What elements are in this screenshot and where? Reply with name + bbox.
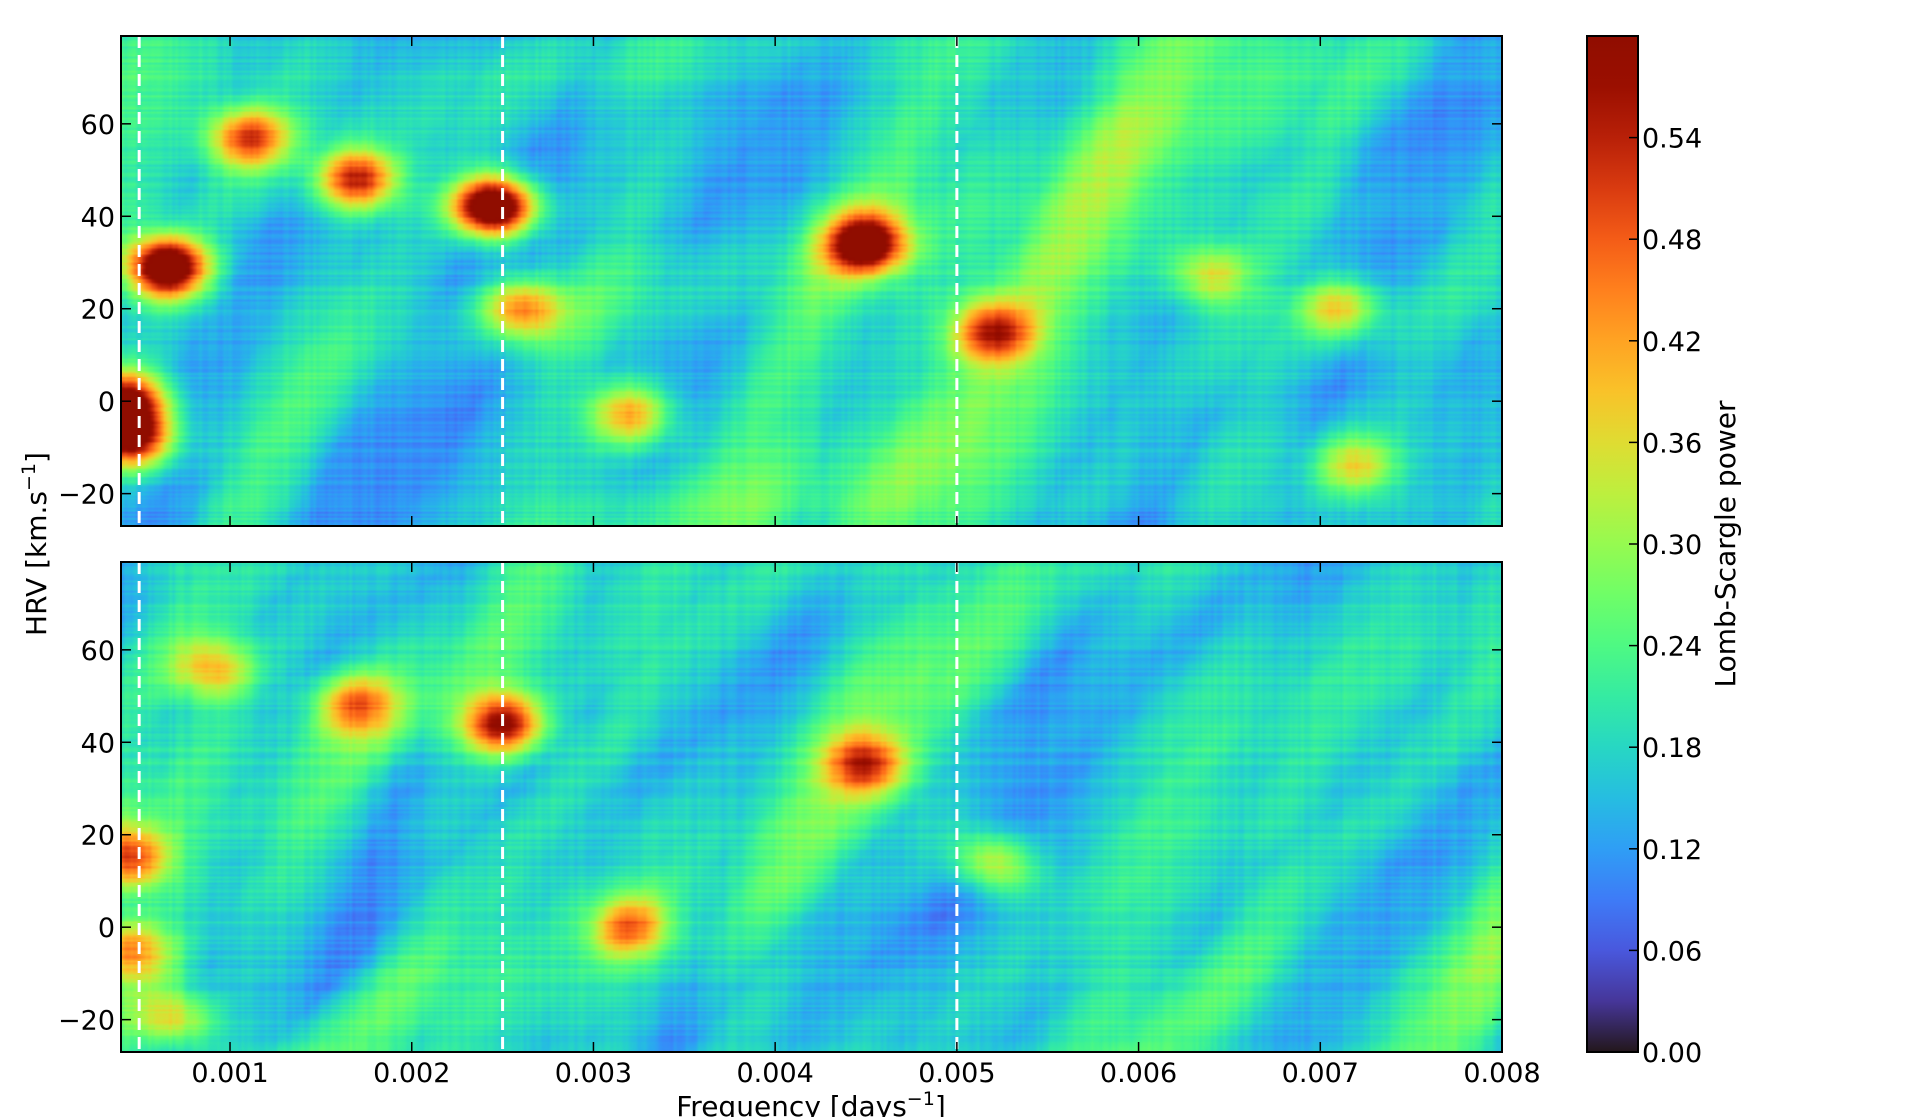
colorbar-tick-label: 0.00: [1642, 1038, 1702, 1069]
x-tick-label: 0.006: [1100, 1058, 1177, 1089]
top-frame: [120, 35, 1503, 527]
bottom-heatmap: [121, 562, 1502, 1052]
colorbar-ticks: 0.00 0.06 0.12 0.18 0.24 0.30 0.36 0.42 0.48 0.54: [1629, 124, 1702, 1069]
colorbar-tick-label: 0.48: [1642, 225, 1702, 256]
x-tick-label: 0.007: [1282, 1058, 1359, 1089]
bottom-dashed-lines: [137, 562, 959, 1052]
bottom-panel: 0.001 0.002 0.003 0.004 0.005 0.006 0.007 0.008…: [58, 561, 1541, 1089]
y-tick-label: 0: [98, 913, 115, 944]
colorbar-tick-label: 0.24: [1642, 632, 1702, 663]
colorbar-tick-label: 0.42: [1642, 327, 1702, 358]
colorbar-tick-label: 0.12: [1642, 835, 1702, 866]
x-tick-label: 0.005: [918, 1058, 995, 1089]
colorbar-tick-label: 0.30: [1642, 530, 1702, 561]
y-axis-label: HRV [km.s−1]: [18, 452, 53, 636]
y-tick-label: −20: [58, 480, 115, 511]
y-tick-label: 40: [81, 202, 115, 233]
bottom-frame: [120, 561, 1503, 1053]
x-tick-label: 0.003: [555, 1058, 632, 1089]
colorbar: 0.00 0.06 0.12 0.18 0.24 0.30 0.36 0.42 0.48 0.54…: [1586, 35, 1742, 1069]
y-tick-label: 40: [81, 728, 115, 759]
bottom-y-ticks: −20 0 20 40 60: [58, 636, 1502, 1037]
x-axis-label: Frequency [days−1]: [676, 1088, 946, 1117]
colorbar-label: Lomb-Scargle power: [1709, 400, 1742, 687]
x-tick-label: 0.002: [373, 1058, 450, 1089]
colorbar-tick-label: 0.18: [1642, 733, 1702, 764]
y-tick-label: 60: [81, 636, 115, 667]
x-tick-label: 0.004: [737, 1058, 814, 1089]
y-tick-label: −20: [58, 1006, 115, 1037]
y-tick-label: 0: [98, 387, 115, 418]
top-y-ticks: −20 0 20 40 60: [58, 110, 1502, 511]
colorbar-tick-label: 0.54: [1642, 124, 1702, 155]
y-tick-label: 20: [81, 821, 115, 852]
x-tick-label: 0.001: [191, 1058, 268, 1089]
colorbar-tick-label: 0.06: [1642, 936, 1702, 967]
bottom-x-ticks: 0.001 0.002 0.003 0.004 0.005 0.006 0.007 0.008: [191, 562, 1541, 1089]
top-heatmap: [121, 36, 1502, 526]
colorbar-tick-label: 0.36: [1642, 428, 1702, 459]
x-tick-label: 0.008: [1463, 1058, 1540, 1089]
y-tick-label: 20: [81, 295, 115, 326]
top-panel: −20 0 20 40 60: [58, 35, 1503, 527]
y-tick-label: 60: [81, 110, 115, 141]
top-dashed-lines: [137, 36, 959, 526]
colorbar-frame: [1586, 35, 1639, 1053]
